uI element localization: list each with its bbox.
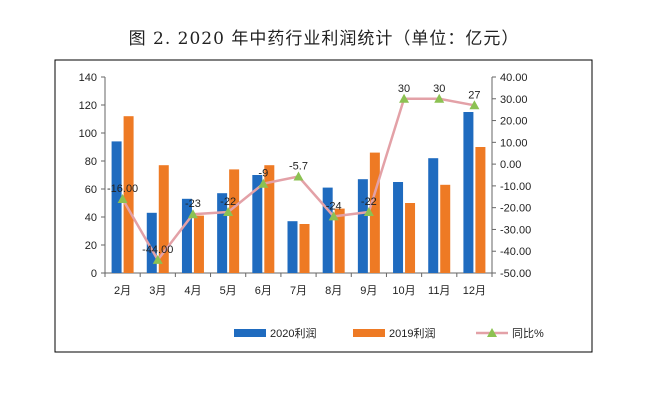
bar-2019 [475,147,486,273]
x-tick-label: 2月 [114,285,131,297]
y-right-tick-label: -10.00 [500,181,531,193]
bar-2019 [440,184,451,273]
yoy-marker [469,100,480,110]
legend-label-yoy: 同比% [512,327,544,340]
bar-2020 [322,187,333,273]
bar-2019 [229,169,240,273]
y-right-tick-label: 30.00 [500,94,528,106]
x-tick-label: 6月 [255,285,272,297]
bar-2019 [369,152,380,273]
x-tick-label: 11月 [428,285,450,297]
yoy-marker [328,211,339,221]
x-tick-label: 8月 [325,285,342,297]
yoy-marker [187,209,198,219]
y-left-tick-label: 100 [79,128,97,140]
y-right-tick-label: 10.00 [500,137,528,149]
y-right-tick-label: 20.00 [500,116,528,128]
bar-2020 [357,179,368,273]
yoy-data-label: -22 [220,196,236,208]
y-right-tick-label: -50.00 [500,268,531,280]
legend-marker-yoy [487,328,497,337]
bar-2019 [405,203,416,273]
chart-title: 图 2. 2020 年中药行业利润统计（单位：亿元） [128,29,520,49]
x-tick-label: 5月 [220,285,237,297]
x-tick-label: 7月 [290,285,307,297]
yoy-data-label: 27 [468,89,480,101]
y-right-tick-label: 0.00 [500,159,521,171]
y-right-tick-label: 40.00 [500,72,528,84]
bar-2019 [299,224,310,273]
yoy-marker [293,171,304,181]
y-left-tick-label: 60 [85,184,97,196]
x-tick-label: 12月 [463,285,486,297]
yoy-marker [434,93,445,103]
y-left-tick-label: 120 [79,100,97,112]
x-tick-label: 3月 [149,285,166,297]
yoy-data-label: 30 [433,83,445,95]
yoy-marker [117,193,128,203]
yoy-data-label: -22 [361,196,377,208]
bar-2020 [181,198,192,273]
bar-2019 [334,208,345,273]
bar-2020 [146,212,157,273]
legend-swatch-2019 [353,329,385,337]
bar-2020 [111,141,122,273]
bar-2020 [252,175,263,273]
bar-2020 [287,221,298,273]
bar-2020 [428,158,439,273]
bar-2019 [264,165,275,273]
y-right-tick-label: -30.00 [500,224,531,236]
bar-2019 [123,116,134,273]
legend-label-2019: 2019利润 [389,326,435,340]
yoy-data-label: -23 [185,198,201,210]
y-right-tick-label: -40.00 [500,246,531,258]
y-left-tick-label: 40 [85,212,97,224]
y-left-tick-label: 140 [79,72,97,84]
bar-2020 [217,193,228,273]
x-tick-label: 10月 [392,285,415,297]
y-left-tick-label: 0 [91,268,97,280]
y-left-tick-label: 80 [85,156,97,168]
yoy-marker [152,254,163,264]
yoy-data-label: -9 [258,168,268,180]
bar-2019 [158,165,169,273]
legend-label-2020: 2020利润 [270,326,316,340]
bar-2019 [193,215,204,273]
bar-2020 [393,182,404,273]
x-tick-label: 9月 [360,285,377,297]
yoy-data-label: -44.00 [142,244,173,256]
yoy-data-label: 30 [398,83,410,95]
yoy-data-label: -5.7 [289,161,308,173]
yoy-marker [363,207,374,217]
yoy-marker [223,207,234,217]
legend-swatch-2020 [234,329,266,337]
chart-frame [54,59,593,353]
yoy-data-label: -24 [326,200,342,212]
yoy-data-label: -16.00 [107,183,138,195]
y-left-tick-label: 20 [85,240,97,252]
bar-2020 [463,112,474,273]
y-right-tick-label: -20.00 [500,203,531,215]
x-tick-label: 4月 [184,285,201,297]
yoy-marker [399,93,410,103]
yoy-marker [258,178,269,188]
